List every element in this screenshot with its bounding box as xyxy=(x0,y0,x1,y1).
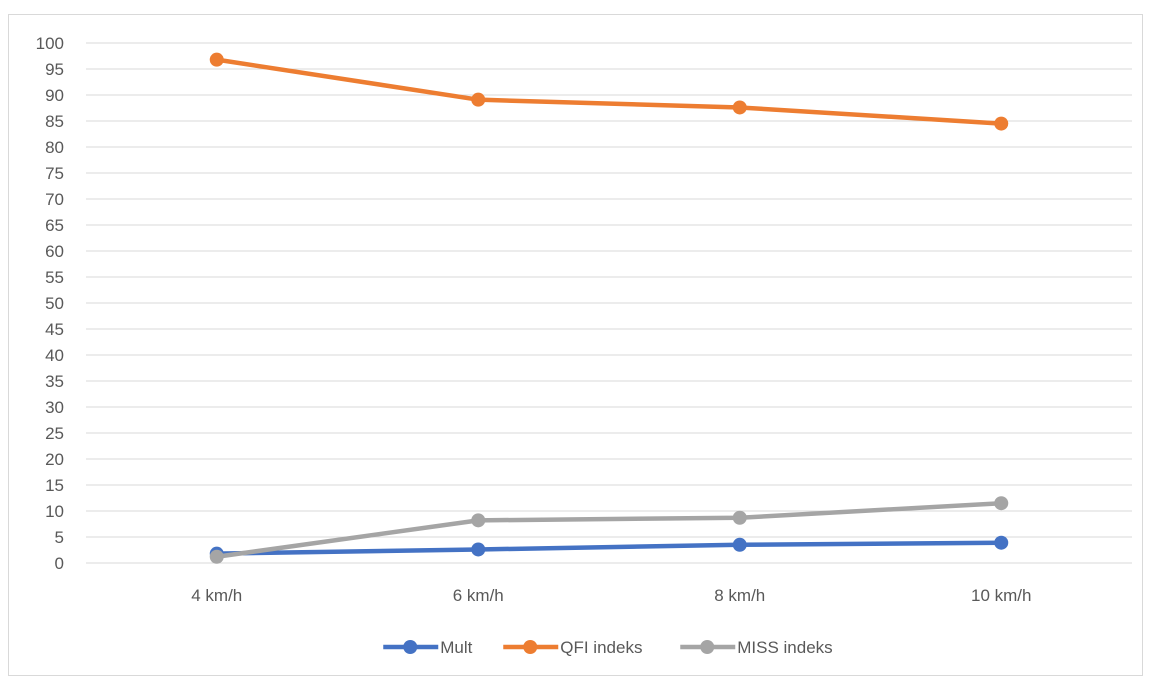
y-tick-label-65: 65 xyxy=(45,216,64,235)
y-tick-label-20: 20 xyxy=(45,450,64,469)
y-tick-label-35: 35 xyxy=(45,372,64,391)
y-tick-label-80: 80 xyxy=(45,138,64,157)
x-tick-label: 8 km/h xyxy=(714,586,765,605)
data-point-qfi-indeks-1 xyxy=(471,92,486,107)
x-axis-tick-labels: 4 km/h 6 km/h 8 km/h 10 km/h xyxy=(191,586,1031,605)
y-tick-label-50: 50 xyxy=(45,294,64,313)
data-point-qfi-indeks-3 xyxy=(994,116,1009,131)
data-point-qfi-indeks-0 xyxy=(209,52,224,67)
data-point-miss-indeks-2 xyxy=(732,510,747,525)
x-tick-label: 6 km/h xyxy=(453,586,504,605)
x-tick-label: 10 km/h xyxy=(971,586,1031,605)
data-point-miss-indeks-3 xyxy=(994,496,1009,511)
y-tick-label-85: 85 xyxy=(45,112,64,131)
chart-area xyxy=(8,14,1143,676)
legend-label-miss-indeks: MISS indeks xyxy=(737,638,832,657)
y-tick-label-10: 10 xyxy=(45,502,64,521)
data-point-mult-1 xyxy=(471,542,486,557)
y-tick-label-45: 45 xyxy=(45,320,64,339)
y-tick-label-100: 100 xyxy=(36,34,64,53)
y-tick-label-70: 70 xyxy=(45,190,64,209)
y-tick-label-60: 60 xyxy=(45,242,64,261)
legend: Mult QFI indeks MISS indeks xyxy=(383,638,833,657)
series-line-miss-indeks xyxy=(214,500,1004,560)
gridlines xyxy=(86,42,1132,564)
y-tick-label-40: 40 xyxy=(45,346,64,365)
legend-marker-qfi-indeks xyxy=(523,640,538,654)
data-point-miss-indeks-0 xyxy=(209,549,224,564)
x-tick-label: 4 km/h xyxy=(191,586,242,605)
data-point-miss-indeks-1 xyxy=(471,513,486,528)
y-tick-label-75: 75 xyxy=(45,164,64,183)
y-tick-label-25: 25 xyxy=(45,424,64,443)
data-point-mult-2 xyxy=(732,537,747,552)
y-tick-label-5: 5 xyxy=(55,528,64,547)
y-tick-label-0: 0 xyxy=(55,554,64,573)
series-line-qfi-indeks xyxy=(214,57,1004,126)
y-axis-tick-labels: 0 5 10 15 20 25 30 35 40 45 50 55 60 65 70 75 80 85 90 95 10… xyxy=(36,34,64,573)
data-point-mult-3 xyxy=(994,535,1009,550)
y-tick-label-15: 15 xyxy=(45,476,64,495)
legend-label-mult: Mult xyxy=(440,638,472,657)
series-line-mult xyxy=(214,540,1004,556)
y-tick-label-55: 55 xyxy=(45,268,64,287)
legend-marker-miss-indeks xyxy=(700,640,715,654)
y-tick-label-95: 95 xyxy=(45,60,64,79)
series-lines xyxy=(209,52,1009,564)
data-point-qfi-indeks-2 xyxy=(732,100,747,115)
y-tick-label-90: 90 xyxy=(45,86,64,105)
legend-label-qfi-indeks: QFI indeks xyxy=(560,638,642,657)
legend-marker-mult xyxy=(403,640,418,654)
y-tick-label-30: 30 xyxy=(45,398,64,417)
